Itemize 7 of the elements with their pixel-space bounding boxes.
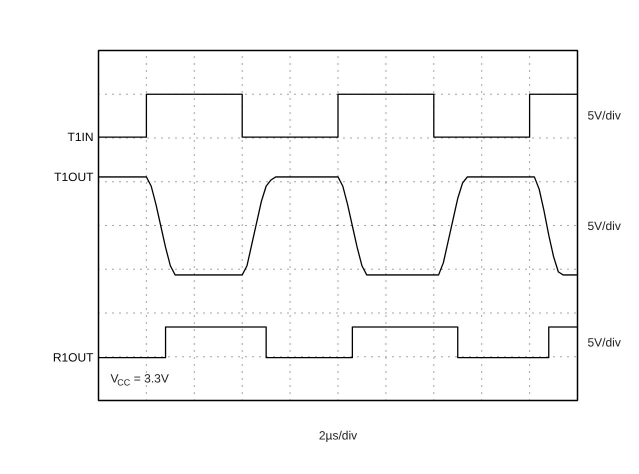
series-label: T1OUT (54, 170, 94, 184)
text: 5V/div (588, 335, 621, 350)
series-label: T1IN (67, 130, 94, 144)
series-label: R1OUT (52, 350, 94, 365)
text: 5V/div (588, 108, 621, 123)
text: 5V/div (588, 218, 621, 233)
x-axis-title: 2µs/div (318, 428, 358, 442)
